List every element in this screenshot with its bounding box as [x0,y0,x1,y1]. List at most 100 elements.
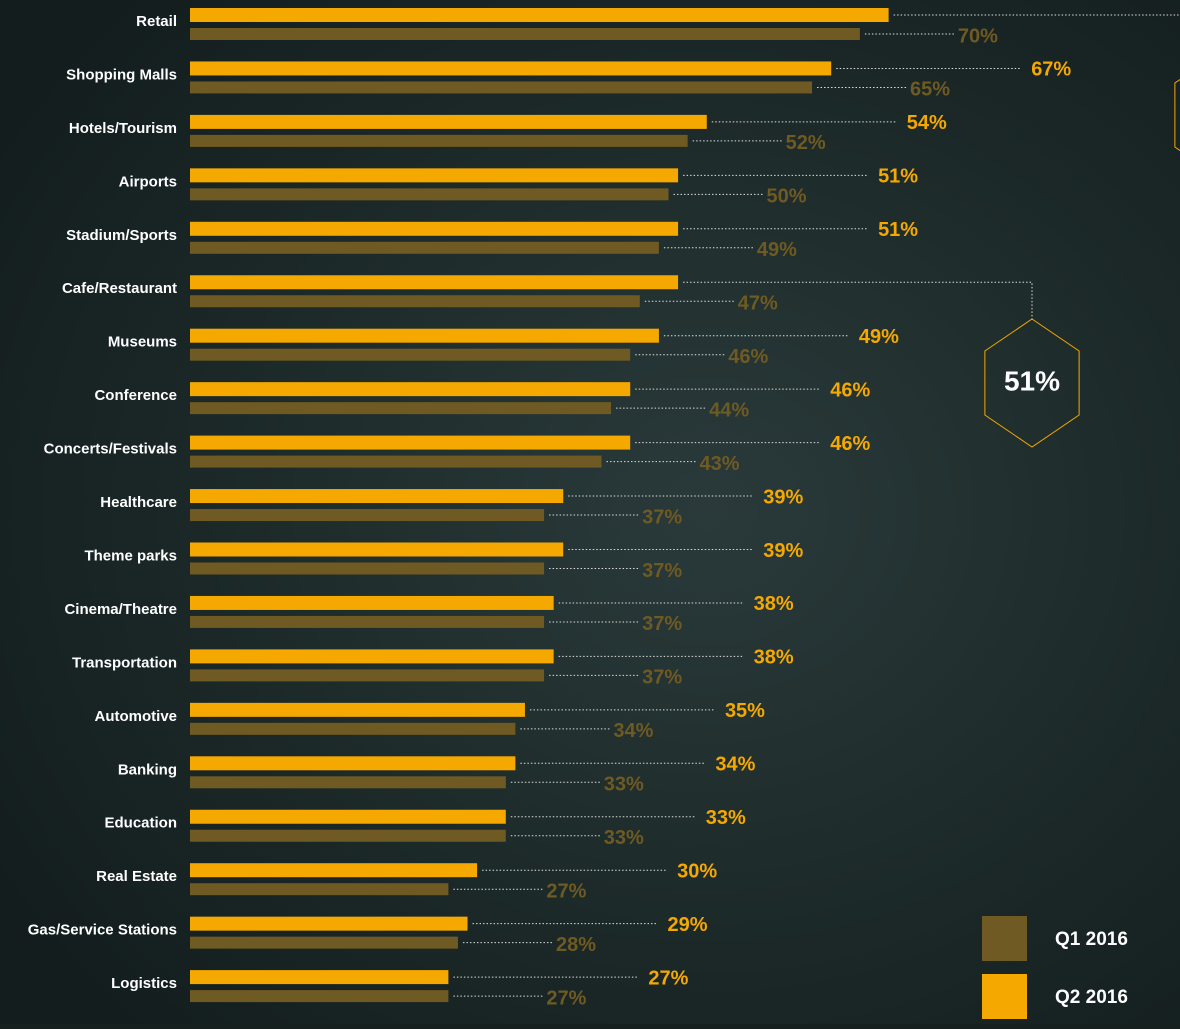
bar [190,241,659,254]
value-label: 27% [546,987,586,1009]
category-label: Theme parks [84,547,177,564]
category-label: Retail [136,13,177,30]
value-label: 54% [907,112,947,134]
category-label: Healthcare [100,494,177,511]
bar [190,382,631,397]
value-label: 49% [757,239,797,261]
legend-swatch [982,916,1027,961]
value-label: 35% [725,700,765,722]
bar [190,328,659,343]
category-label: Logistics [111,975,177,992]
value-label: 46% [830,433,870,455]
bar [190,936,458,949]
category-label: Real Estate [96,868,177,885]
category-label: Airports [119,173,177,190]
bar [190,722,516,735]
category-label: Hotels/Tourism [69,120,177,137]
value-label: 43% [700,453,740,475]
value-label: 44% [709,399,749,421]
category-label: Cafe/Restaurant [62,280,177,297]
value-label: 51% [878,166,918,188]
category-label: Banking [118,761,177,778]
category-label: Conference [94,387,177,404]
hexagon [1174,78,1180,152]
value-label: 28% [556,934,596,956]
bar [190,649,554,664]
category-label: Museums [108,334,177,351]
value-label: 29% [668,914,708,936]
value-label: 46% [830,379,870,401]
value-label: 37% [642,667,682,689]
value-label: 39% [763,486,803,508]
value-label: 46% [728,346,768,368]
category-label: Concerts/Festivals [44,441,177,458]
legend-swatch [982,974,1027,1019]
bar [190,81,813,94]
value-label: 27% [546,880,586,902]
bar [190,756,516,771]
bar [190,295,640,308]
value-label: 49% [859,326,899,348]
bar [190,188,669,201]
value-label: 27% [648,967,688,989]
category-label: Education [104,815,177,832]
value-label: 34% [613,720,653,742]
bar [190,134,688,147]
category-label: Gas/Service Stations [28,922,177,939]
value-label: 37% [642,560,682,582]
bar [190,702,525,717]
value-label: 67% [1031,59,1071,81]
bar [190,542,564,557]
category-label: Transportation [72,654,177,671]
value-label: 33% [706,807,746,829]
bar [190,509,545,522]
value-label: 37% [642,613,682,635]
value-label: 52% [786,132,826,154]
value-label: 38% [754,647,794,669]
bar [190,562,545,575]
category-label: Cinema/Theatre [64,601,177,618]
leader-line [683,281,1033,321]
bar [190,970,449,985]
value-label: 38% [754,593,794,615]
bar [190,863,478,878]
bar [190,168,679,183]
legend-label: Q1 2016 [1055,929,1128,950]
value-label: 51% [878,219,918,241]
value-label: 70% [958,25,998,47]
bar [190,916,468,931]
bar [190,402,612,415]
bar [190,776,506,789]
bar [190,595,554,610]
value-label: 39% [763,540,803,562]
value-label: 30% [677,860,717,882]
value-label: 47% [738,293,778,315]
bar [190,8,889,22]
bar [190,615,545,628]
bar [190,348,631,361]
bar [190,883,449,896]
bar [190,275,679,290]
bar [190,221,679,236]
bar [190,829,506,842]
value-label: 37% [642,506,682,528]
value-label: 50% [767,186,807,208]
category-label: Shopping Malls [66,66,177,83]
value-label: 65% [910,79,950,101]
bar [190,809,506,824]
callout-label: 51% [1004,365,1060,396]
bar [190,28,860,40]
bar [190,669,545,682]
hexagon [984,318,1080,448]
legend-label: Q2 2016 [1055,987,1128,1008]
bar [190,435,631,450]
category-label: Automotive [95,708,178,725]
bar [190,455,602,468]
bar [190,489,564,504]
bar [190,114,707,129]
bar [190,990,449,1003]
category-label: Stadium/Sports [66,227,177,244]
